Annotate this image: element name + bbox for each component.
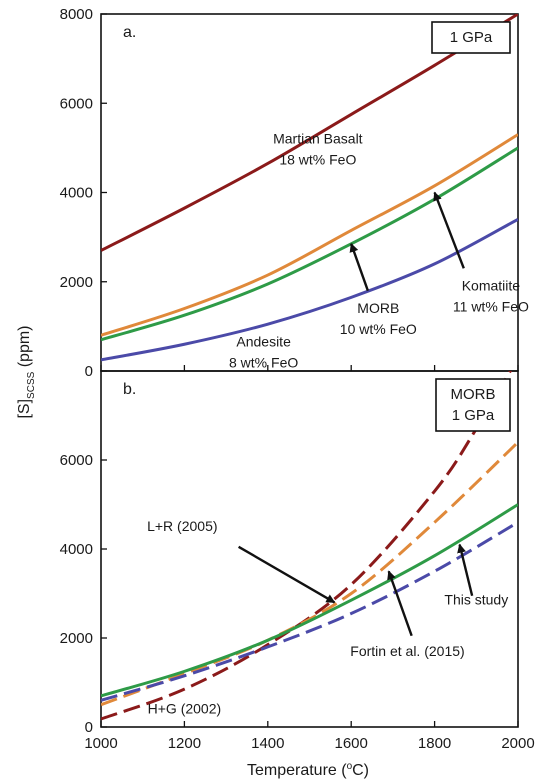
panel-a-y-tick-label: 8000 [60,6,93,23]
panel-b-annotation: H+G (2002) [148,701,222,717]
x-tick-label: 1000 [84,735,117,752]
panel-a-badge [431,21,511,54]
panel-a-y-tick-label: 2000 [60,274,93,291]
panel-b-arrow-1 [457,543,474,597]
panel-b-series-1-line [101,441,518,707]
panel-a-series-0-line [101,14,518,252]
x-axis-title: Temperature (oC) [247,761,369,779]
x-tick-label: 2000 [501,735,534,752]
y-axis-title: [S]SCSS (ppm) [16,325,37,418]
panel-a-series-2-line [101,146,518,342]
x-tick-label: 1600 [335,735,368,752]
panel-b-annotation: Fortin et al. (2015) [350,643,464,659]
panel-a-y-tick-label: 4000 [60,185,93,202]
panel-b-series-3-line [101,521,518,702]
panel-a-annotation: Komatiite 11 wt% FeO [453,278,529,315]
panel-a-annotation: MORB 10 wt% FeO [340,300,417,337]
x-tick-label: 1200 [168,735,201,752]
panel-a-annotation: Andesite 8 wt% FeO [229,333,298,370]
panel-b-annotation: This study [444,592,508,608]
panel-a-arrow-1 [349,242,370,292]
x-tick-label: 1800 [418,735,451,752]
panel-a-series-3-line [101,217,518,362]
panel-b-badge-text: MORB [451,386,496,403]
panel-b-letter: b. [123,381,136,398]
panel-b-badge [435,378,511,432]
panel-b-arrow-0 [238,545,336,604]
panel-a-arrow-0 [433,191,465,269]
x-tick-label: 1400 [251,735,284,752]
panel-b-y-tick-label: 0 [85,719,93,736]
panel-b-y-tick-label: 6000 [60,452,93,469]
panel-b-badge-text: 1 GPa [452,407,495,424]
panel-b-y-tick-label: 4000 [60,541,93,558]
panel-b-annotation: L+R (2005) [147,518,217,534]
panel-a-y-tick-label: 6000 [60,95,93,112]
panel-b-y-tick-label: 2000 [60,630,93,647]
panel-a-annotation: Martian Basalt 18 wt% FeO [273,130,363,167]
panel-b-arrow-2 [387,570,413,637]
panel-a-frame [100,13,519,372]
panel-a-series-1-line [101,133,518,337]
panel-a-letter: a. [123,24,136,41]
panel-a-badge-text: 1 GPa [450,29,493,46]
panel-b-series-2-line [101,503,518,698]
panel-a-y-tick-label: 0 [85,363,93,380]
